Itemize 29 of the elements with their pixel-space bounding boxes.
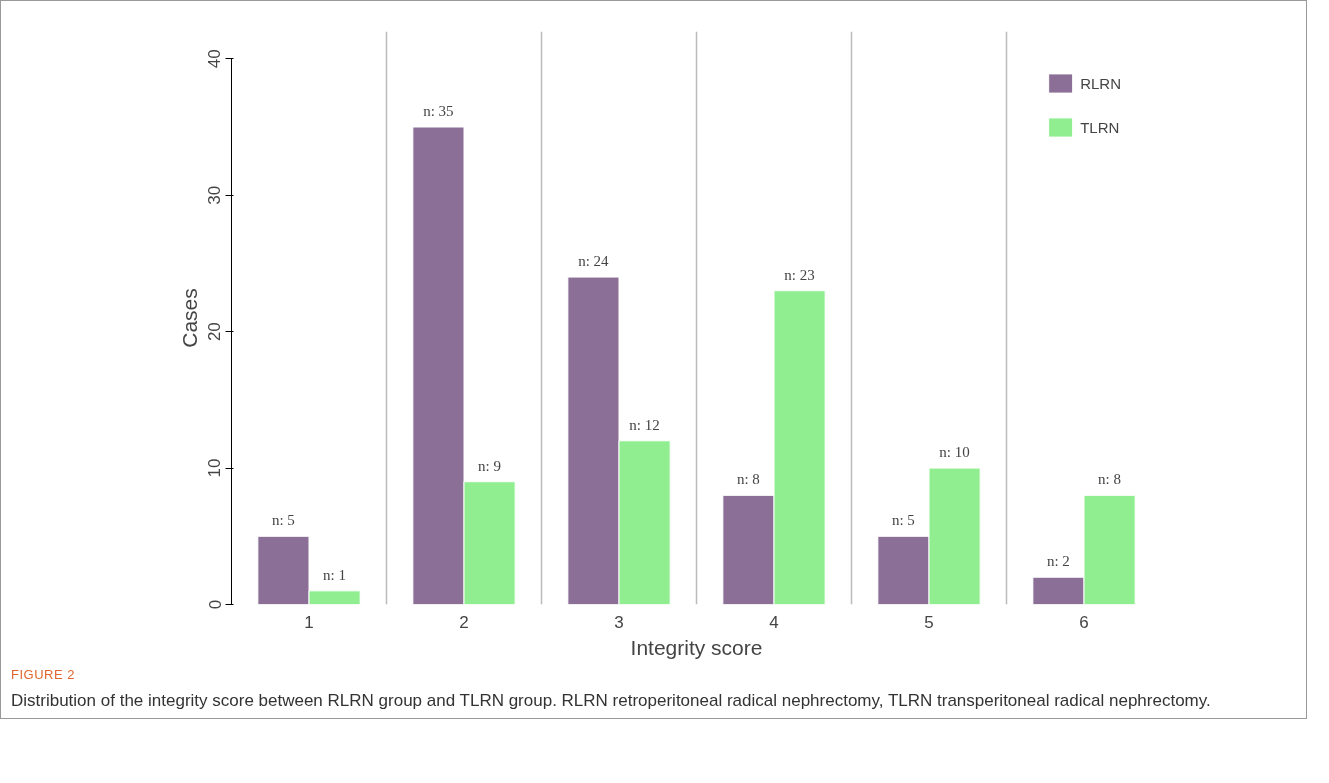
data-label: n: 10 bbox=[939, 444, 970, 461]
data-label: n: 23 bbox=[784, 266, 815, 283]
data-label: n: 35 bbox=[423, 103, 454, 119]
data-label: n: 8 bbox=[1098, 471, 1122, 488]
data-label: n: 5 bbox=[891, 512, 915, 529]
x-tick-label: 5 bbox=[924, 612, 934, 632]
text: Distribution of the integrity score between RLRN group and TLRN group. RLRN retroperitoneal radical nephrectomy, TLRN transperitoneal radical nephrectomy. bbox=[11, 689, 1211, 712]
y-axis-title: Cases bbox=[177, 288, 201, 348]
data-label: n: 1 bbox=[323, 566, 347, 583]
data-label: n: 9 bbox=[478, 457, 502, 474]
legend-label: TLRN bbox=[1080, 118, 1120, 136]
data-label: n: 24 bbox=[578, 253, 610, 270]
x-tick-label: 3 bbox=[614, 612, 624, 632]
x-tick-label: 2 bbox=[459, 612, 469, 632]
x-tick-label: 1 bbox=[304, 612, 314, 632]
x-tick-label: 6 bbox=[1079, 612, 1089, 632]
y-tick-label: 20 bbox=[205, 322, 225, 342]
y-tick-label: 0 bbox=[205, 599, 225, 610]
legend-label: RLRN bbox=[1080, 74, 1121, 92]
text: FIGURE 2 bbox=[11, 666, 76, 684]
data-label: n: 5 bbox=[271, 512, 295, 529]
y-tick-label: 30 bbox=[205, 185, 225, 205]
x-axis-title: Integrity score bbox=[630, 635, 763, 659]
y-tick-label: 10 bbox=[205, 458, 225, 478]
data-label: n: 2 bbox=[1046, 553, 1070, 570]
data-label: n: 8 bbox=[736, 471, 760, 488]
data-label: n: 12 bbox=[629, 416, 660, 433]
x-tick-label: 4 bbox=[769, 612, 779, 632]
y-tick-label: 40 bbox=[205, 49, 225, 69]
